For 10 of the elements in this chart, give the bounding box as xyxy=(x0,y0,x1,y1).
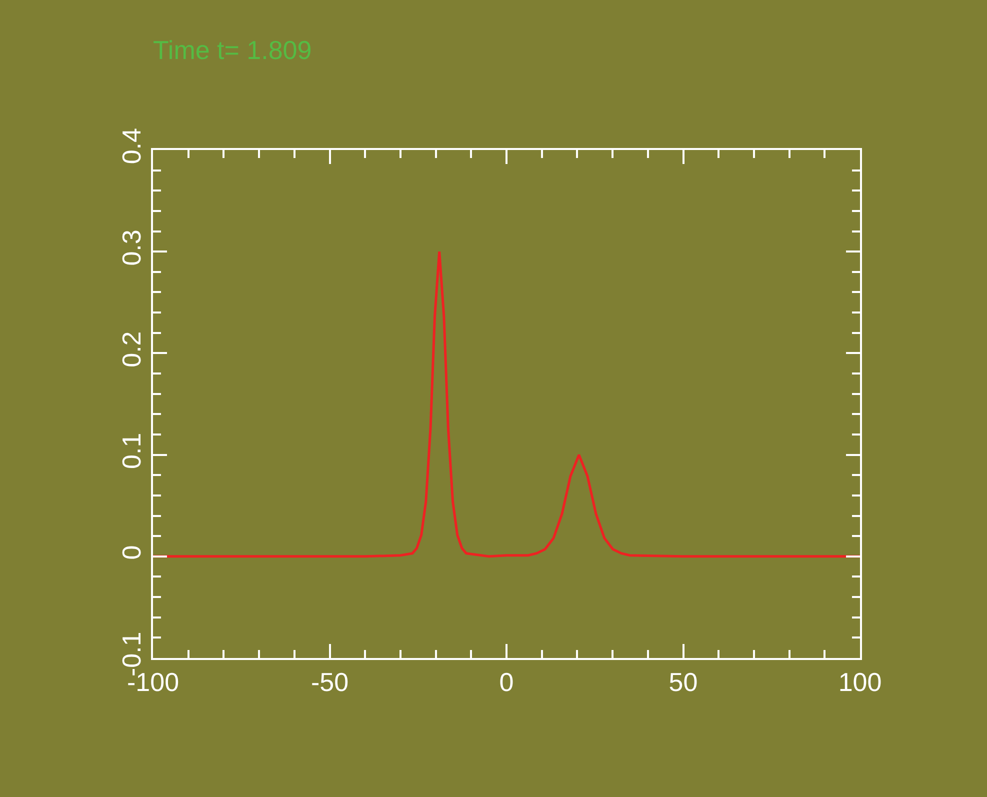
y-tick-label: 0 xyxy=(116,545,147,560)
y-tick-label: 0.2 xyxy=(116,331,147,368)
x-tick-label: 0 xyxy=(499,667,514,698)
x-tick-label: 50 xyxy=(668,667,698,698)
y-tick-label: 0.3 xyxy=(116,230,147,266)
y-tick-label: 0.4 xyxy=(116,128,147,164)
chart-title: Time t= 1.809 xyxy=(153,35,312,66)
y-tick-label: 0.1 xyxy=(116,432,147,469)
x-tick-label: 100 xyxy=(838,667,882,698)
x-tick-label: -50 xyxy=(310,667,349,698)
